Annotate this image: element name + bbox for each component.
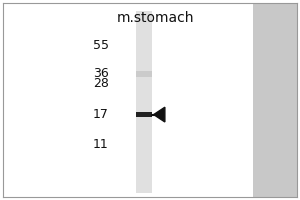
Text: 17: 17 [93, 108, 109, 121]
Bar [136, 112, 152, 117]
Text: 55: 55 [93, 39, 109, 52]
Text: m.stomach: m.stomach [117, 11, 195, 25]
Polygon shape [154, 107, 165, 122]
Text: 28: 28 [93, 77, 109, 90]
Bar [136, 11, 152, 193]
Text: 11: 11 [93, 138, 109, 151]
Bar [136, 71, 152, 77]
Bar [253, 3, 297, 197]
Text: 36: 36 [93, 67, 109, 80]
